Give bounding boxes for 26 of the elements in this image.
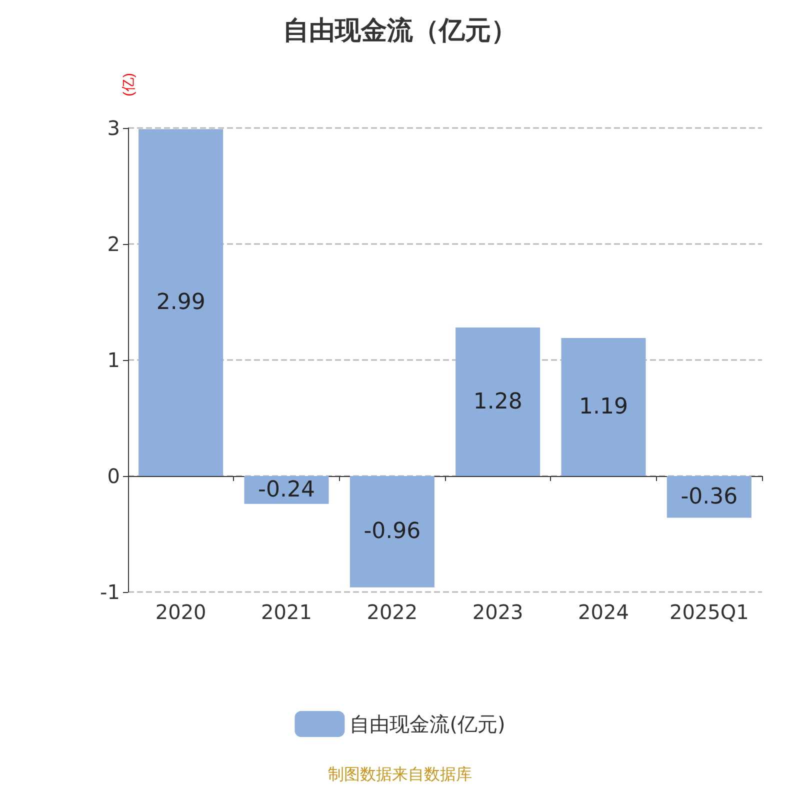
bar (138, 129, 224, 476)
bar (456, 328, 540, 476)
data-label: 1.19 (579, 394, 628, 420)
bar (350, 476, 434, 588)
bar (561, 338, 646, 476)
x-tick-label: 2024 (578, 600, 629, 624)
data-label: 2.99 (156, 290, 206, 316)
legend-label: 自由现金流(亿元) (350, 712, 506, 736)
bar (666, 476, 752, 518)
data-label: -0.36 (680, 484, 738, 510)
y-tick-label: 2 (107, 232, 120, 256)
x-tick-label: 2023 (472, 600, 524, 624)
x-tick-label: 2020 (155, 600, 206, 624)
y-tick-label: 3 (107, 116, 120, 140)
y-tick-label: 0 (107, 464, 120, 488)
data-label: -0.24 (258, 477, 315, 502)
y-axis-title: (亿) (120, 73, 136, 96)
x-tick-label: 2021 (261, 600, 312, 624)
y-tick-label: 1 (107, 348, 120, 372)
chart-title: 自由现金流（亿元） (283, 16, 517, 46)
y-tick-label: -1 (100, 580, 120, 604)
x-tick-label: 2025Q1 (669, 600, 749, 624)
x-tick-label: 2022 (366, 600, 418, 624)
data-label: 1.28 (473, 389, 522, 414)
data-label: -0.96 (364, 519, 421, 544)
text: 制图数据来自数据库 (328, 764, 472, 784)
